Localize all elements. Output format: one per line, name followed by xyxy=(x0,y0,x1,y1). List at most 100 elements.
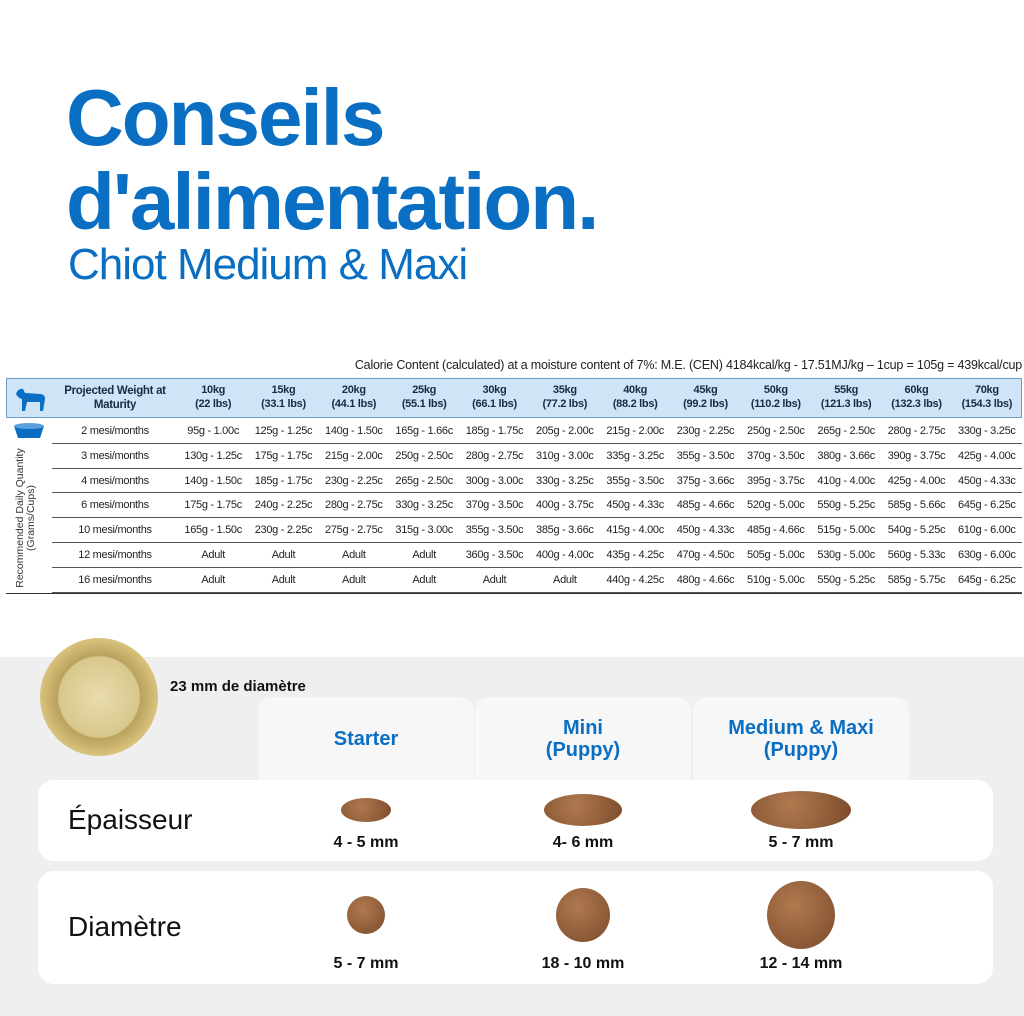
table-cell: 310g - 3.00c xyxy=(536,449,594,462)
table-cell: 550g - 5.25c xyxy=(817,499,875,512)
product-header: Medium & Maxi (Puppy) xyxy=(693,697,909,781)
table-cell: 355g - 3.50c xyxy=(676,449,735,462)
column-kg: 10kg xyxy=(201,384,226,396)
table-cell: 485g - 4.66c xyxy=(747,524,805,537)
table-cell: 140g - 1.50c xyxy=(184,474,242,487)
column-header: 70kg (154.3 lbs) xyxy=(952,383,1022,411)
column-lbs: (44.1 lbs) xyxy=(331,398,377,410)
row-card xyxy=(38,871,993,984)
product-name: (Puppy) xyxy=(545,739,621,761)
side-label-box: Recommended Daily Quantity (Grams/Cups) xyxy=(6,444,46,592)
product-name: Starter xyxy=(333,728,399,750)
size-value: 4 - 5 mm xyxy=(333,834,399,851)
table-cell: 165g - 1.50c xyxy=(184,524,242,537)
column-kg: 50kg xyxy=(763,384,788,396)
column-lbs: (88.2 lbs) xyxy=(612,398,658,410)
table-cell: 175g - 1.75c xyxy=(254,449,313,462)
product-header: Starter xyxy=(258,697,474,781)
column-header: 50kg (110.2 lbs) xyxy=(741,383,811,411)
column-header: 60kg (132.3 lbs) xyxy=(881,383,951,411)
table-cell: 485g - 4.66c xyxy=(676,499,735,512)
title: Conseils xyxy=(66,73,385,162)
bowl-icon xyxy=(14,423,44,438)
table-cell: 645g - 6.25c xyxy=(958,573,1016,586)
kibble xyxy=(347,896,385,934)
column-lbs: (55.1 lbs) xyxy=(401,398,447,410)
column-lbs: (121.3 lbs) xyxy=(820,398,872,410)
table-cell: 450g - 4.33c xyxy=(958,474,1016,487)
column-header: 25kg (55.1 lbs) xyxy=(389,383,459,411)
table-cell: 300g - 3.00c xyxy=(465,474,524,487)
table-cell: 125g - 1.25c xyxy=(254,425,313,437)
table-cell: Adult xyxy=(201,573,225,586)
column-kg: 35kg xyxy=(552,384,577,396)
table-cell: 425g - 4.00c xyxy=(887,474,946,487)
kibble xyxy=(767,881,835,949)
table-cell: 215g - 2.00c xyxy=(325,449,383,462)
table-cell: 645g - 6.25c xyxy=(958,499,1016,512)
row-border xyxy=(52,542,1022,543)
table-cell: 355g - 3.50c xyxy=(465,524,524,537)
kibble xyxy=(341,798,391,822)
table-cell: 390g - 3.75c xyxy=(887,449,946,462)
product-name: Medium & Maxi xyxy=(728,717,874,739)
table-cell: 330g - 3.25c xyxy=(958,425,1016,437)
column-header: 55kg (121.3 lbs) xyxy=(811,383,881,411)
table-cell: 330g - 3.25c xyxy=(395,499,453,512)
table-cell: 520g - 5.00c xyxy=(747,499,805,512)
column-header: 10kg (22 lbs) xyxy=(178,383,248,411)
table-cell: 330g - 3.25c xyxy=(536,474,594,487)
table-cell: Adult xyxy=(201,549,225,561)
row-border xyxy=(52,517,1022,519)
column-kg: 15kg xyxy=(271,384,296,396)
row-age: 4 mesi/months xyxy=(81,474,149,487)
kibble xyxy=(556,888,610,942)
row-label: Diamètre xyxy=(68,911,182,942)
table-cell: 450g - 4.33c xyxy=(606,499,664,512)
table-cell: 395g - 3.75c xyxy=(747,474,805,487)
row-border xyxy=(52,566,1022,568)
column-kg: 40kg xyxy=(623,384,648,396)
table-header-band xyxy=(6,378,1022,418)
table-cell: 205g - 2.00c xyxy=(536,425,594,437)
table-cell: 250g - 2.50c xyxy=(747,425,805,437)
table-cell: Adult xyxy=(271,549,296,561)
table-cell: 385g - 3.66c xyxy=(536,524,594,537)
table-cell: Adult xyxy=(482,573,507,586)
column-kg: 25kg xyxy=(412,384,437,396)
column-header: 20kg (44.1 lbs) xyxy=(319,383,389,411)
table-cell: 175g - 1.75c xyxy=(184,499,242,512)
column-lbs: (66.1 lbs) xyxy=(472,398,517,410)
column-lbs: (77.2 lbs) xyxy=(542,398,588,410)
row-border xyxy=(52,467,1022,469)
table-cell: Adult xyxy=(342,573,366,586)
table-cell: 560g - 5.33c xyxy=(887,549,946,561)
table-cell: 130g - 1.25c xyxy=(184,449,242,462)
column-lbs: (99.2 lbs) xyxy=(683,398,728,410)
table-cell: Adult xyxy=(412,549,436,561)
header-label: Projected Weight at Maturity xyxy=(64,385,166,411)
column-lbs: (22 lbs) xyxy=(195,398,232,410)
table-cell: 140g - 1.50c xyxy=(325,425,383,437)
row-age: 3 mesi/months xyxy=(81,449,149,462)
table-cell: 230g - 2.25c xyxy=(676,425,735,437)
table-cell: 380g - 3.66c xyxy=(817,449,875,462)
table-cell: 280g - 2.75c xyxy=(325,499,383,512)
table-cell: 215g - 2.00c xyxy=(606,425,664,437)
table-cell: 450g - 4.33c xyxy=(676,524,735,537)
table-cell: 165g - 1.66c xyxy=(395,425,453,437)
table-cell: 630g - 6.00c xyxy=(958,549,1016,561)
product-header: Mini (Puppy) xyxy=(475,697,691,781)
size-value: 4- 6 mm xyxy=(552,834,614,851)
row-border xyxy=(52,442,1022,444)
table-cell: 265g - 2.50c xyxy=(395,474,453,487)
table-cell: 275g - 2.75c xyxy=(325,524,383,537)
table-cell: 355g - 3.50c xyxy=(606,474,664,487)
column-kg: 20kg xyxy=(341,384,366,396)
row-age: 10 mesi/months xyxy=(78,524,152,537)
feeding-table: Recommended Daily Quantity (Grams/Cups) … xyxy=(6,378,1022,594)
column-kg: 30kg xyxy=(482,384,507,396)
title: d'alimentation. xyxy=(66,157,599,246)
table-cell: 480g - 4.66c xyxy=(676,573,735,586)
